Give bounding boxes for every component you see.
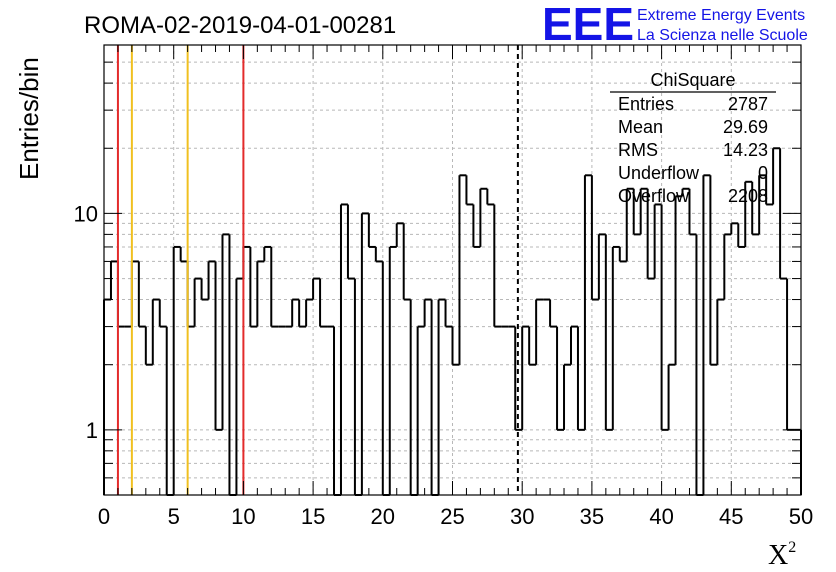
eee-logo-mark: EEE bbox=[542, 0, 634, 50]
stats-row-label: Overflow bbox=[618, 186, 690, 206]
stats-row-value: 0 bbox=[758, 163, 768, 183]
x-tick-label: 45 bbox=[719, 504, 743, 529]
stats-row-label: RMS bbox=[618, 140, 658, 160]
x-tick-label: 15 bbox=[301, 504, 325, 529]
stats-row-value: 14.23 bbox=[723, 140, 768, 160]
y-tick-label: 1 bbox=[86, 418, 98, 443]
x-tick-label: 50 bbox=[789, 504, 813, 529]
stats-row-value: 29.69 bbox=[723, 117, 768, 137]
x-tick-label: 0 bbox=[98, 504, 110, 529]
stats-row-value: 2787 bbox=[728, 94, 768, 114]
x-axis-label: X2 bbox=[768, 539, 796, 571]
x-tick-label: 25 bbox=[440, 504, 464, 529]
x-tick-label: 35 bbox=[580, 504, 604, 529]
x-axis-label-sup: 2 bbox=[788, 539, 796, 556]
stats-title: ChiSquare bbox=[650, 70, 735, 90]
y-tick-label: 10 bbox=[74, 201, 98, 226]
eee-logo-line2: La Scienza nelle Scuole bbox=[637, 27, 808, 44]
eee-logo-line1: Extreme Energy Events bbox=[637, 7, 805, 24]
chart-title: ROMA-02-2019-04-01-00281 bbox=[84, 12, 396, 39]
eee-logo: EEE Extreme Energy Events La Scienza nel… bbox=[542, 0, 808, 50]
histogram-series bbox=[103, 147, 802, 496]
axes: 0 5 10 15 20 25 30 35 40 45 50 1 10 bbox=[74, 44, 813, 529]
y-axis-label: Entries/bin bbox=[14, 57, 44, 180]
stats-row-value: 2208 bbox=[728, 186, 768, 206]
x-tick-label: 10 bbox=[231, 504, 255, 529]
stats-row-label: Mean bbox=[618, 117, 663, 137]
x-tick-label: 5 bbox=[168, 504, 180, 529]
stats-row-label: Entries bbox=[618, 94, 674, 114]
x-tick-label: 40 bbox=[649, 504, 673, 529]
stats-box: ChiSquare Entries 2787 Mean 29.69 RMS 14.23 Und… bbox=[610, 70, 776, 206]
x-axis-label-base: X bbox=[768, 540, 788, 571]
reference-lines bbox=[116, 45, 519, 495]
x-tick-label: 20 bbox=[371, 504, 395, 529]
stats-row-label: Underflow bbox=[618, 163, 700, 183]
x-tick-label: 30 bbox=[510, 504, 534, 529]
